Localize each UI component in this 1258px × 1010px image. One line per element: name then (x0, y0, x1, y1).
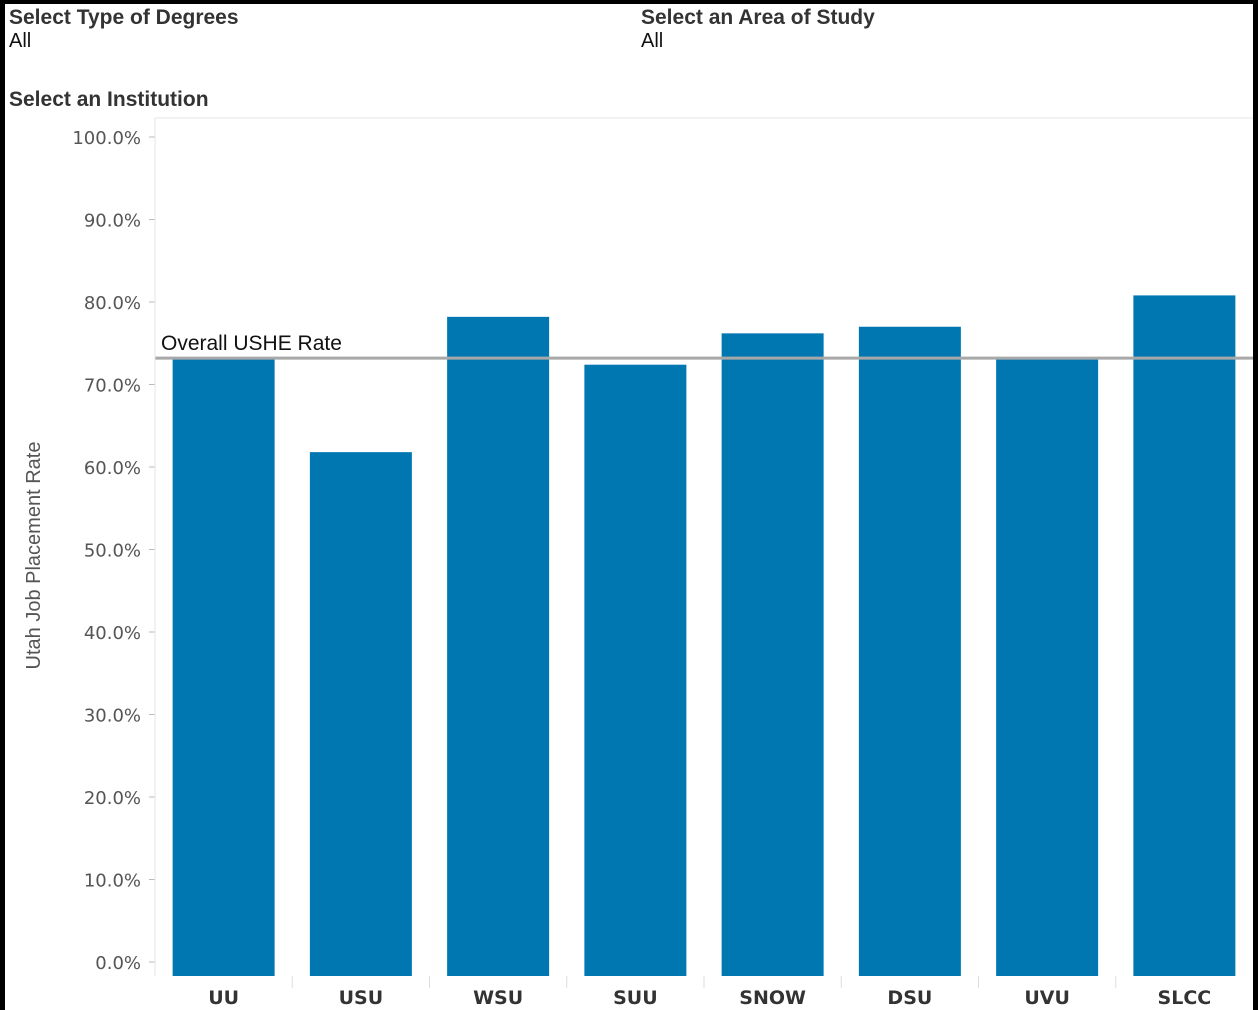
bar-suu[interactable] (584, 365, 686, 976)
bar-wsu[interactable] (447, 317, 549, 976)
x-category-label: SLCC (1158, 987, 1212, 1009)
y-tick-label: 70.0% (84, 376, 141, 397)
x-category-label: SUU (613, 987, 658, 1009)
x-category-label: SNOW (739, 987, 806, 1009)
job-placement-bar-chart: 0.0% 10.0% 20.0% 30.0% 40.0% 50.0% 60.0% 70.0% 8… (5, 4, 1253, 1010)
bar-uvu[interactable] (996, 358, 1098, 976)
y-tick-label: 60.0% (84, 458, 141, 479)
x-category-label: UVU (1024, 987, 1070, 1009)
x-category-label: DSU (887, 987, 932, 1009)
y-tick-label: 30.0% (84, 706, 141, 727)
dashboard-panel: Select Type of Degrees All Select an Are… (5, 4, 1253, 1010)
bar-usu[interactable] (310, 452, 412, 976)
y-tick-label: 40.0% (84, 623, 141, 644)
y-tick-label: 0.0% (95, 953, 141, 974)
bar-snow[interactable] (722, 333, 824, 976)
y-tick-label: 100.0% (72, 128, 141, 149)
overall-rate-reference-label: Overall USHE Rate (161, 332, 342, 355)
bar-slcc[interactable] (1133, 295, 1235, 976)
x-category-label: USU (339, 987, 384, 1009)
x-category-label: UU (208, 987, 239, 1009)
bar-dsu[interactable] (859, 327, 961, 976)
y-tick-label: 20.0% (84, 788, 141, 809)
y-axis-title: Utah Job Placement Rate (23, 442, 45, 670)
y-tick-label: 50.0% (84, 541, 141, 562)
y-tick-label: 90.0% (84, 211, 141, 232)
x-category-label: WSU (473, 987, 523, 1009)
y-tick-label: 80.0% (84, 293, 141, 314)
y-tick-label: 10.0% (84, 871, 141, 892)
bar-uu[interactable] (173, 357, 275, 976)
